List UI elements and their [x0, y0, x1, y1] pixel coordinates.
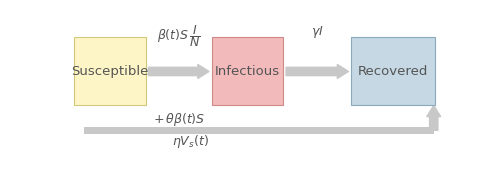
Text: $\beta(t)S\,\dfrac{I}{N}$: $\beta(t)S\,\dfrac{I}{N}$	[157, 23, 200, 49]
FancyBboxPatch shape	[212, 37, 284, 105]
Text: $\eta V_s(t)$: $\eta V_s(t)$	[172, 133, 209, 150]
FancyArrowPatch shape	[427, 105, 440, 130]
Text: Susceptible: Susceptible	[72, 65, 148, 78]
Text: Recovered: Recovered	[358, 65, 428, 78]
FancyBboxPatch shape	[351, 37, 434, 105]
FancyArrowPatch shape	[286, 64, 348, 78]
Text: $\gamma I$: $\gamma I$	[311, 24, 324, 40]
FancyBboxPatch shape	[74, 37, 146, 105]
Text: $+\,\theta\beta(t)S$: $+\,\theta\beta(t)S$	[152, 111, 205, 128]
FancyArrowPatch shape	[148, 64, 209, 78]
Text: Infectious: Infectious	[215, 65, 280, 78]
Bar	[84, 127, 434, 134]
